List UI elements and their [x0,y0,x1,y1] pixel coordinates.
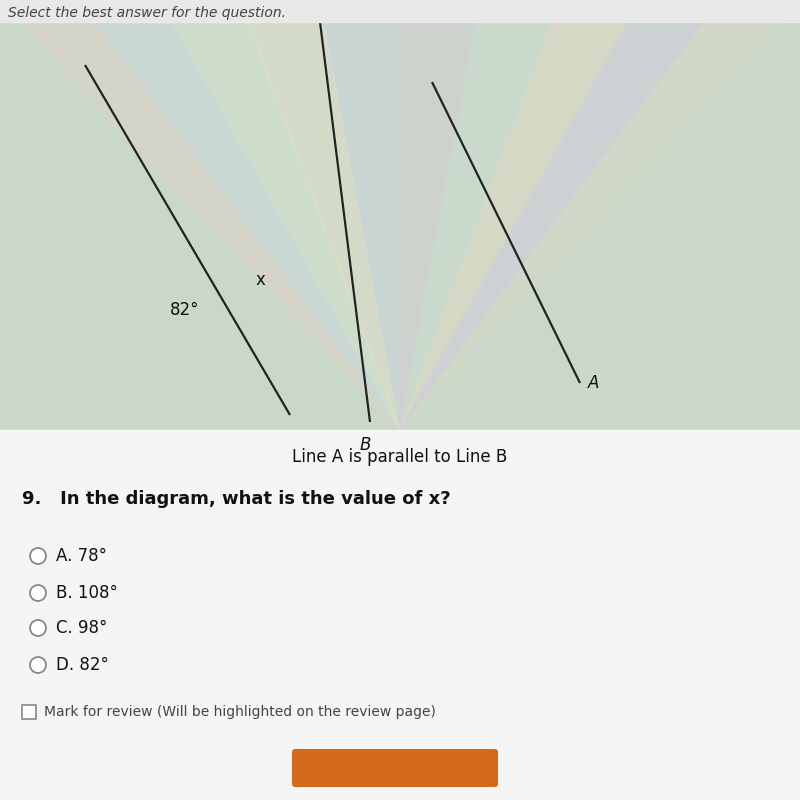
Circle shape [30,657,46,673]
Text: A. 78°: A. 78° [56,547,107,565]
Polygon shape [240,0,400,430]
Text: 9.   In the diagram, what is the value of x?: 9. In the diagram, what is the value of … [22,490,450,508]
FancyBboxPatch shape [292,749,498,787]
Text: 82°: 82° [170,301,199,319]
Text: x: x [256,271,266,289]
Text: B. 108°: B. 108° [56,584,118,602]
Text: Line A is parallel to Line B: Line A is parallel to Line B [292,448,508,466]
Text: Select the best answer for the question.: Select the best answer for the question. [8,6,286,20]
Polygon shape [0,0,400,430]
Bar [0,0,800,430]
Polygon shape [400,0,640,430]
Polygon shape [400,0,560,430]
Text: A: A [588,374,599,392]
Bar [22,705,36,719]
Circle shape [30,620,46,636]
Bar [0,0,800,22]
Bar [0,430,800,800]
Polygon shape [400,0,480,430]
Text: C. 98°: C. 98° [56,619,107,637]
Text: Mark for review (Will be highlighted on the review page): Mark for review (Will be highlighted on … [44,705,436,719]
Polygon shape [400,0,800,430]
Circle shape [30,585,46,601]
Polygon shape [160,0,400,430]
Circle shape [30,548,46,564]
Text: D. 82°: D. 82° [56,656,109,674]
Polygon shape [320,0,400,430]
Text: B: B [359,436,370,454]
Polygon shape [400,0,720,430]
Polygon shape [80,0,400,430]
